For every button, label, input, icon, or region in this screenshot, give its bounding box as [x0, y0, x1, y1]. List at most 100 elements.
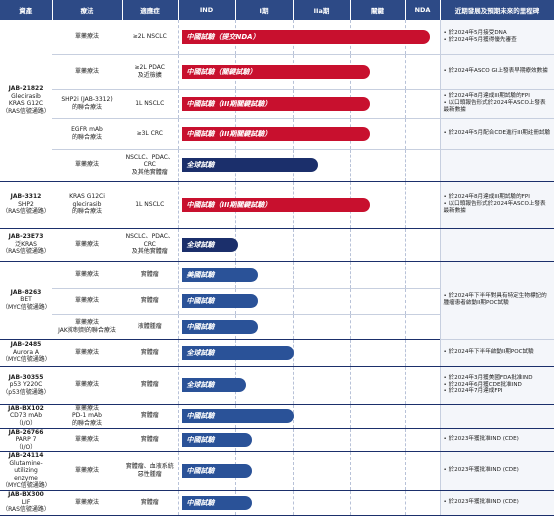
- stage-cell: [404, 54, 440, 90]
- program-bar: 全球試驗: [181, 378, 246, 392]
- header-cell: 適應症: [122, 0, 179, 20]
- stage-cell: [349, 404, 405, 429]
- stage-cell: [349, 366, 405, 405]
- asset-line: utilizing enzyme: [14, 467, 38, 482]
- pipeline-row: JAB-21822 Glecirasib KRAS G12C （RAS信號通路） 單藥療…: [0, 20, 554, 182]
- program-bar: 中國試驗: [181, 432, 252, 447]
- asset-line: JAB-BX300: [8, 491, 44, 499]
- therapy-line: 單藥療法: [74, 161, 99, 169]
- asset-cell: JAB-23E73 泛KRAS （RAS信號通路）: [0, 228, 52, 262]
- stage-cell: 中國試驗（提交NDA）: [177, 20, 430, 55]
- stage-cell: [292, 451, 350, 491]
- therapy-line: 單藥療法: [74, 67, 99, 75]
- therapy-line: 的聯合療法: [71, 419, 102, 427]
- therapy-line: KRAS G12Ci: [69, 193, 105, 201]
- asset-line: BET: [20, 296, 32, 304]
- indication-cell: 實體瘤: [122, 366, 178, 405]
- stage-cell: [234, 228, 293, 262]
- asset-cell: JAB-BX102 CD73 mAb （I/O）: [0, 404, 52, 429]
- stage-cell: [349, 451, 405, 491]
- program-bar: 中國試驗（III期關鍵試驗）: [181, 96, 370, 111]
- program-bar: 全球試驗: [181, 345, 294, 360]
- stage-cell: [404, 451, 440, 491]
- stage-cell: 中國試驗: [177, 428, 252, 452]
- header-cell: IND: [178, 0, 236, 20]
- therapy-line: JAK抑制劑的聯合療法: [58, 326, 116, 334]
- asset-line: JAB-3312: [10, 193, 42, 201]
- program-bar: 中國試驗: [181, 495, 252, 510]
- stage-cell: [404, 181, 440, 229]
- stage-cell: [404, 339, 440, 367]
- milestone-cell: • 於2024年3月獲美國FDA批准IND • 於2024年6月獲CDE批准IND…: [439, 366, 554, 405]
- table-body: JAB-21822 Glecirasib KRAS G12C （RAS信號通路） 單藥療…: [0, 20, 554, 516]
- asset-line: （RAS信號通路）: [2, 248, 50, 256]
- indication-cell: 實體瘤: [122, 404, 178, 429]
- milestone-cell: • 於2024年5月配合CDE進行III期註冊試驗: [439, 118, 554, 150]
- asset-line: JAB-24114: [8, 452, 44, 459]
- asset-cell: JAB-24114 Glutamine-utilizing enzyme （MYC信…: [0, 451, 52, 491]
- asset-line: （p53信號通路）: [2, 388, 50, 396]
- therapy-cell: 單藥療法: [52, 228, 122, 262]
- asset-line: JAB-21822: [8, 85, 44, 93]
- pipeline-row: JAB-BX300 LIF （RAS信號通路） 單藥療法 實體瘤 中國試驗 • 於2023年…: [0, 490, 554, 516]
- therapy-cell: SHP2i (JAB-3312) 的聯合療法: [52, 89, 122, 119]
- milestone-item: • 於2024年ASCO GI上發表早期療效數據: [443, 68, 548, 74]
- indication-line: ≥2L PDAC: [134, 64, 165, 71]
- milestone-cell: • 於2024年8月達成III期試驗的FPI • 以口頭報告形式於2024年ASC…: [439, 181, 554, 229]
- stage-cell: 中國試驗: [177, 490, 252, 516]
- therapy-line: 單藥療法: [74, 319, 99, 326]
- stage-cell: [349, 314, 405, 340]
- stage-cell: [292, 261, 350, 289]
- asset-line: LIF: [21, 498, 31, 506]
- indication-cell: 1L NSCLC: [122, 181, 178, 229]
- program-bar: 中國試驗: [181, 294, 258, 308]
- therapy-cell: 單藥療法: [52, 428, 122, 452]
- program-bar: 中國試驗: [181, 463, 252, 478]
- milestone-item: • 於2024年下半年對具有特定生物標記的腫瘤患者啟動II期POC試驗: [443, 293, 547, 306]
- asset-line: （I/O）: [15, 443, 37, 451]
- indication-line: 及近檢擴: [137, 71, 162, 79]
- therapy-line: 單藥療法: [74, 436, 99, 443]
- milestone-item: • 於2024年6月獲CDE批准IND: [443, 381, 522, 388]
- asset-line: JAB-30355: [8, 373, 44, 381]
- therapy-line: SHP2i (JAB-3312): [61, 96, 113, 103]
- asset-line: Glutamine-: [9, 459, 43, 467]
- indication-cell: ≥2L PDAC 及近檢擴: [122, 54, 178, 90]
- asset-line: KRAS G12C: [8, 100, 44, 108]
- therapy-cell: 單藥療法 JAK抑制劑的聯合療法: [52, 314, 122, 340]
- milestone-item: • 以口頭報告形式於2024年ASCO上發表最新數據: [443, 100, 546, 113]
- milestone-item: • 於2024年5月配合CDE進行III期註冊試驗: [443, 130, 551, 136]
- indication-cell: ≥3L CRC: [122, 118, 178, 150]
- header-cell: 關鍵: [350, 0, 406, 20]
- header-cell: 療法: [52, 0, 123, 20]
- header-row: 資產 療法 適應症 IND I期 IIa期 關鍵 NDA 近期發展及預期未來的里程碑: [0, 0, 554, 20]
- therapy-line: 單藥療法: [74, 297, 99, 305]
- therapy-line: 單藥療法: [74, 381, 99, 389]
- therapy-cell: 單藥療法: [52, 261, 122, 289]
- indication-cell: 實體瘤: [122, 261, 178, 289]
- header-cell: I期: [235, 0, 294, 20]
- stage-cell: [292, 288, 350, 315]
- asset-line: JAB-8263: [10, 288, 42, 296]
- therapy-line: glecirasib: [72, 200, 102, 208]
- stage-cell: [349, 339, 405, 367]
- milestone-item: • 於2023年獲批准IND (CDE): [443, 499, 519, 505]
- stage-cell: 全球試驗: [177, 339, 294, 367]
- program-bar: 全球試驗: [181, 237, 238, 252]
- stage-cell: [292, 404, 350, 429]
- header-cell: IIa期: [293, 0, 351, 20]
- pipeline-row: JAB-8263 BET （MYC信號通路） 單藥療法 實體瘤 美國試驗 • 於2024年下…: [0, 261, 554, 340]
- therapy-line: 單藥療法: [74, 33, 99, 40]
- therapy-cell: 單藥療法: [52, 451, 122, 491]
- stage-cell: [292, 428, 350, 452]
- program-bar: 全球試驗: [181, 158, 318, 172]
- asset-line: SHP2: [18, 200, 34, 208]
- indication-line: 實體瘤: [140, 381, 159, 389]
- asset-line: （RAS信號通路）: [2, 506, 50, 514]
- stage-cell: [292, 228, 350, 262]
- asset-line: p53 Y220C: [9, 381, 43, 389]
- indication-line: 及其他實體瘤: [131, 248, 168, 256]
- asset-line: JAB-BX102: [8, 404, 44, 412]
- stage-cell: 中國試驗（III期關鍵試驗）: [177, 181, 370, 229]
